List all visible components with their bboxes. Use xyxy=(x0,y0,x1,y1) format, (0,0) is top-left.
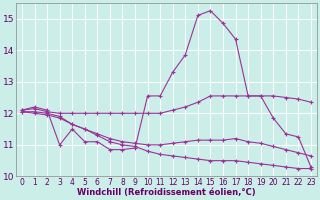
X-axis label: Windchill (Refroidissement éolien,°C): Windchill (Refroidissement éolien,°C) xyxy=(77,188,256,197)
